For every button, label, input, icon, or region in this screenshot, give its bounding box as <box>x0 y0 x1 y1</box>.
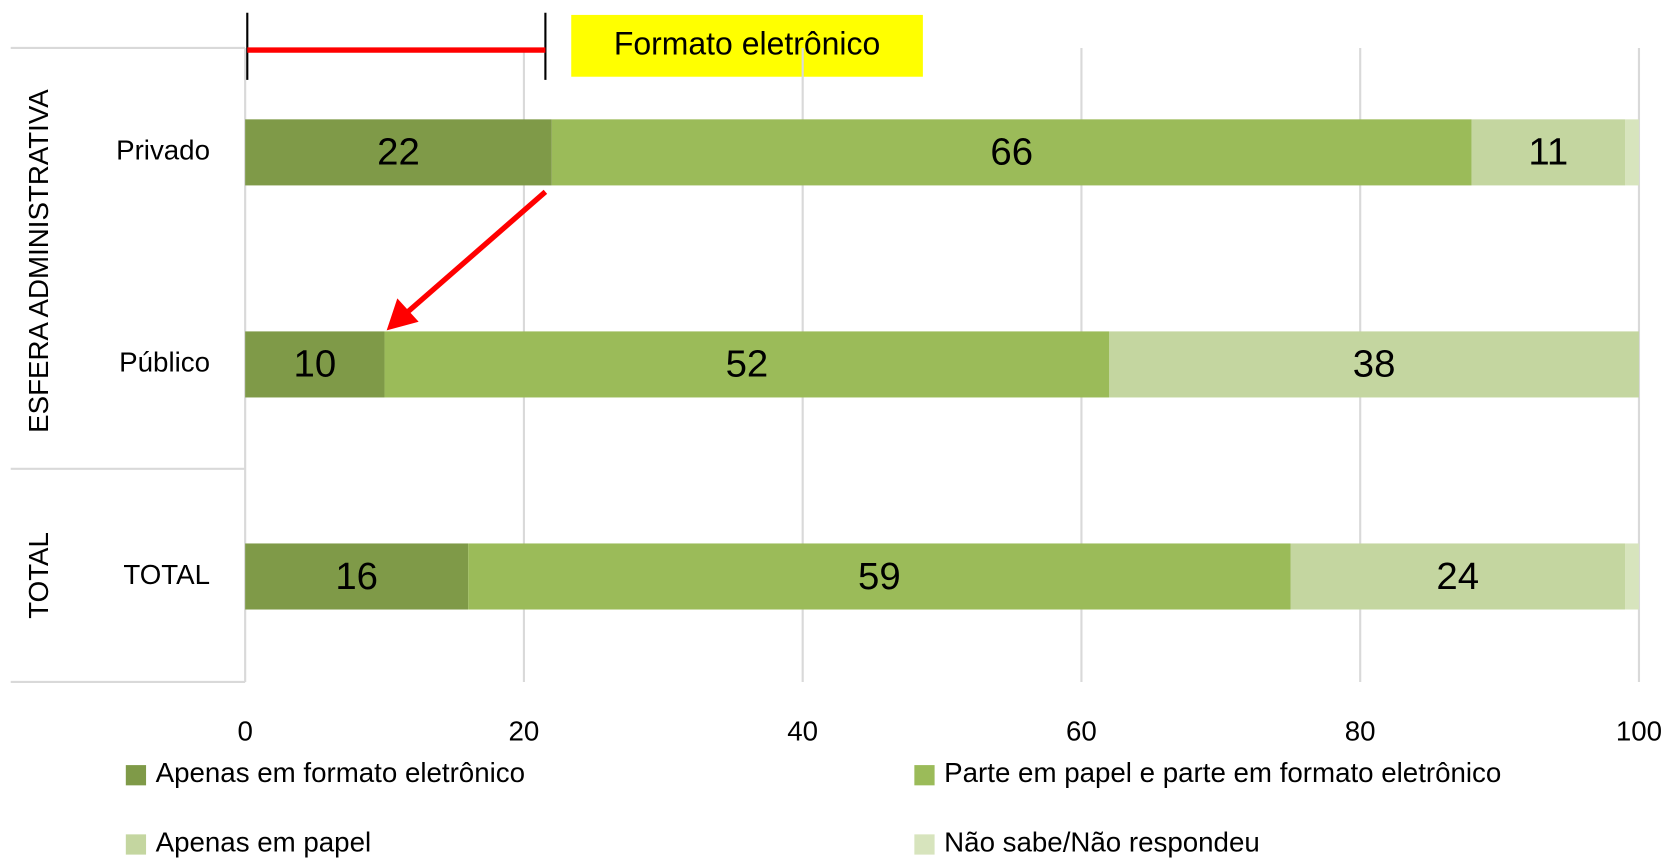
data-label: 22 <box>377 131 420 174</box>
category-label: TOTAL <box>123 559 210 590</box>
legend-swatch <box>125 765 147 786</box>
legend-swatch <box>914 765 935 786</box>
legend-label: Apenas em papel <box>156 826 371 857</box>
category-label: Privado <box>116 135 210 166</box>
bar-segment <box>245 331 385 398</box>
data-label: 59 <box>858 555 901 598</box>
bar-segment <box>1625 119 1639 186</box>
bar-segment <box>1471 119 1626 186</box>
data-label: 16 <box>335 555 378 598</box>
bar-segment <box>245 119 552 186</box>
data-label: 24 <box>1436 555 1479 598</box>
bar-segment <box>384 331 1110 398</box>
legend-label: Não sabe/Não respondeu <box>944 826 1260 857</box>
group-label: TOTAL <box>23 532 54 619</box>
legend-label: Parte em papel e parte em formato eletrô… <box>944 757 1501 788</box>
legend-swatch <box>914 834 935 855</box>
data-label: 38 <box>1353 343 1396 386</box>
data-label: 10 <box>294 343 337 386</box>
x-tick-label: 60 <box>1066 715 1097 746</box>
arrow-head <box>386 298 419 331</box>
legend-swatch <box>125 834 147 855</box>
annotation: Formato eletrônico <box>571 14 923 77</box>
bar-segment <box>1109 331 1639 398</box>
legend-label: Apenas em formato eletrônico <box>156 757 525 788</box>
arrow-line <box>401 189 548 318</box>
bar-segment <box>551 119 1472 186</box>
x-tick-label: 0 <box>237 715 252 746</box>
data-label: 11 <box>1528 131 1568 174</box>
group-label: ESFERA ADMINISTRATIVA <box>23 89 54 433</box>
x-tick-label: 40 <box>787 715 818 746</box>
annotation-box <box>571 14 923 77</box>
x-tick-label: 100 <box>1616 715 1662 746</box>
annotation-text: Formato eletrônico <box>614 25 880 61</box>
x-tick-label: 20 <box>509 715 540 746</box>
bar-segment <box>1290 543 1626 610</box>
bar-segment <box>468 543 1291 610</box>
bar-segment <box>245 543 469 610</box>
bar-segment <box>1625 543 1639 610</box>
category-label: Público <box>119 347 210 378</box>
x-tick-label: 80 <box>1345 715 1376 746</box>
data-label: 66 <box>990 131 1033 174</box>
data-label: 52 <box>726 343 769 386</box>
